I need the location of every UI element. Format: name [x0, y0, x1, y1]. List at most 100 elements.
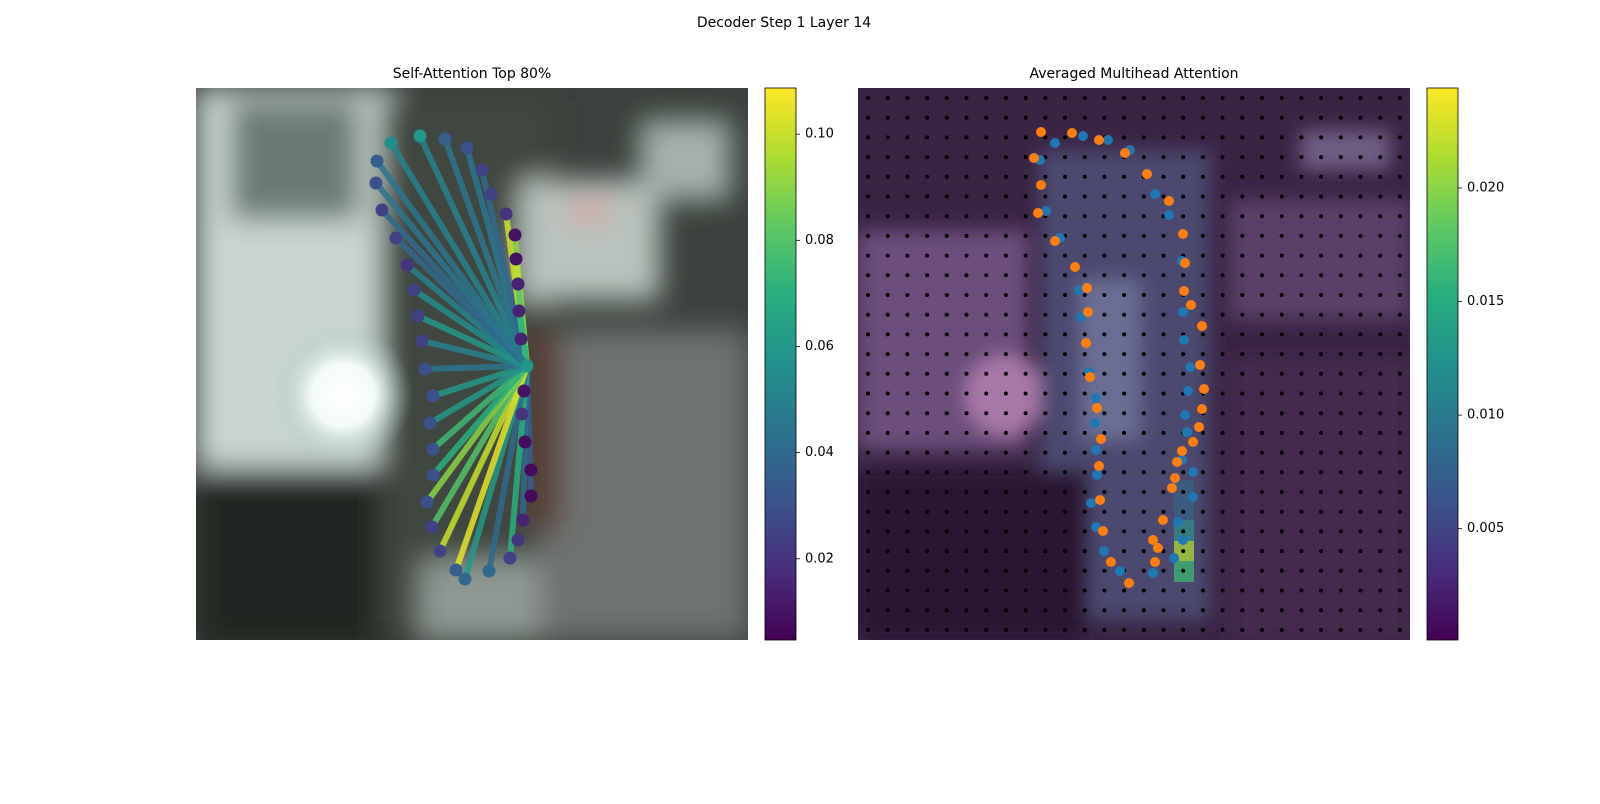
point	[1086, 498, 1096, 508]
grid-dot	[944, 371, 949, 376]
grid-dot	[1122, 115, 1127, 120]
grid-dot	[1181, 135, 1186, 140]
grid-dot	[866, 115, 870, 120]
grid-dot	[1023, 273, 1028, 278]
point	[1096, 434, 1106, 444]
grid-dot	[1220, 549, 1225, 554]
grid-dot	[1043, 430, 1048, 435]
grid-dot	[1023, 430, 1028, 435]
grid-dot	[925, 352, 930, 357]
colorbar-tick-label: 0.08	[805, 233, 834, 248]
grid-dot	[1063, 568, 1067, 573]
grid-dot	[1043, 568, 1048, 573]
grid-dot	[905, 155, 910, 160]
grid-dot	[866, 293, 870, 297]
point	[1178, 307, 1188, 317]
node	[503, 551, 517, 565]
grid-dot	[1063, 293, 1067, 297]
grid-dot	[984, 411, 989, 416]
grid-dot	[1023, 470, 1028, 475]
grid-dot	[1043, 490, 1048, 494]
point	[1197, 321, 1207, 331]
grid-dot	[1200, 529, 1205, 534]
grid-dot	[1299, 352, 1304, 357]
grid-dot	[1397, 608, 1402, 613]
grid-dot	[944, 115, 949, 120]
grid-dot	[1260, 214, 1264, 219]
grid-dot	[1338, 470, 1343, 475]
grid-dot	[964, 293, 969, 297]
grid-dot	[1161, 430, 1166, 435]
grid-dot	[925, 588, 930, 593]
grid-dot	[1003, 411, 1008, 416]
grid-dot	[1200, 490, 1205, 494]
grid-dot	[944, 627, 949, 632]
grid-dot	[1299, 549, 1304, 554]
attention-edge	[453, 365, 530, 571]
point	[1185, 362, 1195, 372]
grid-dot	[1220, 391, 1225, 396]
grid-dot	[984, 608, 989, 613]
grid-dot	[925, 155, 930, 160]
grid-dot	[1082, 411, 1087, 416]
grid-dot	[1338, 529, 1343, 534]
grid-dot	[944, 470, 949, 475]
grid-dot	[1299, 135, 1304, 140]
grid-dot	[944, 174, 949, 179]
grid-dot	[1319, 174, 1324, 179]
node	[520, 359, 534, 373]
grid-dot	[984, 155, 989, 160]
point	[1179, 286, 1189, 296]
node	[389, 231, 403, 245]
grid-dot	[1299, 627, 1304, 632]
grid-dot	[1358, 529, 1363, 534]
grid-dot	[1240, 490, 1245, 494]
grid-dot	[1299, 371, 1304, 376]
grid-dot	[964, 135, 969, 140]
grid-dot	[1338, 155, 1343, 160]
grid-dot	[1102, 115, 1107, 120]
grid-dot	[1319, 253, 1324, 258]
grid-dot	[1043, 253, 1048, 258]
grid-dot	[1102, 588, 1107, 593]
grid-dot	[984, 115, 989, 120]
grid-dot	[1358, 332, 1363, 337]
grid-dot	[1200, 332, 1205, 337]
grid-dot	[984, 253, 989, 258]
grid-dot	[1220, 155, 1225, 160]
grid-dot	[1181, 194, 1186, 199]
grid-dot	[1003, 273, 1008, 278]
grid-dot	[1299, 233, 1304, 238]
grid-dot	[944, 352, 949, 357]
grid-dot	[1358, 627, 1363, 632]
point	[1074, 285, 1084, 295]
grid-dot	[1043, 273, 1048, 278]
grid-dot	[964, 568, 969, 573]
node	[438, 132, 452, 146]
grid-dot	[1141, 273, 1146, 278]
node	[511, 277, 525, 291]
grid-dot	[1200, 96, 1205, 100]
grid-dot	[925, 194, 930, 199]
grid-dot	[984, 588, 989, 593]
grid-dot	[1141, 568, 1146, 573]
grid-dot	[1220, 352, 1225, 357]
node	[415, 334, 429, 348]
grid-dot	[1003, 470, 1008, 475]
grid-dot	[1260, 312, 1264, 317]
grid-dot	[1122, 214, 1127, 219]
colorbar	[764, 87, 797, 641]
grid-dot	[1397, 568, 1402, 573]
grid-dot	[984, 470, 989, 475]
grid-dot	[944, 411, 949, 416]
grid-dot	[905, 332, 910, 337]
grid-dot	[1378, 608, 1383, 613]
colorbar	[1426, 87, 1459, 641]
grid-dot	[885, 273, 890, 278]
grid-dot	[1279, 214, 1284, 219]
grid-dot	[1220, 627, 1225, 632]
grid-dot	[1260, 352, 1264, 357]
node	[400, 258, 414, 272]
grid-dot	[1378, 430, 1383, 435]
grid-dot	[1141, 253, 1146, 258]
